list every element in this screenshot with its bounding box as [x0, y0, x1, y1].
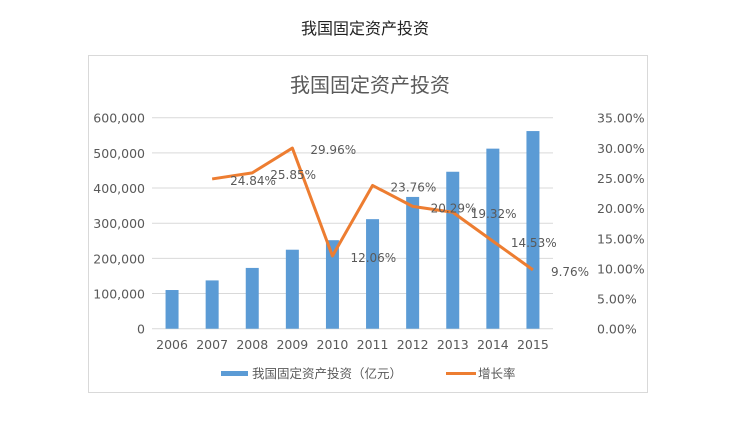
- bar: [366, 219, 380, 329]
- bar: [325, 240, 339, 329]
- right-axis-tick-label: 35.00%: [597, 111, 645, 126]
- right-axis-tick-label: 25.00%: [597, 171, 645, 186]
- left-axis-tick-label: 400,000: [93, 181, 145, 196]
- legend-swatch-bar: [221, 371, 248, 376]
- x-axis-tick-label: 2012: [397, 337, 429, 352]
- left-axis-tick-label: 200,000: [93, 251, 145, 266]
- data-label: 24.84%: [230, 174, 276, 188]
- right-axis-tick-label: 30.00%: [597, 141, 645, 156]
- left-axis-tick-label: 300,000: [93, 216, 145, 231]
- data-label: 12.06%: [350, 251, 396, 265]
- bar: [245, 267, 259, 329]
- left-axis-tick-label: 100,000: [93, 287, 145, 302]
- right-axis-tick-label: 15.00%: [597, 231, 645, 246]
- x-axis-tick-label: 2009: [276, 337, 308, 352]
- bar: [526, 131, 540, 329]
- chart-container: [88, 55, 648, 393]
- legend-label-growth-rate: 增长率: [478, 366, 516, 381]
- bar: [205, 280, 219, 329]
- right-axis-tick-label: 0.00%: [597, 322, 637, 337]
- bar: [165, 290, 179, 329]
- left-axis-tick-label: 600,000: [93, 111, 145, 126]
- x-axis-tick-label: 2013: [437, 337, 469, 352]
- bar: [446, 171, 460, 329]
- x-axis-tick-label: 2007: [196, 337, 228, 352]
- bar: [406, 196, 420, 329]
- x-axis-tick-label: 2010: [317, 337, 349, 352]
- data-label: 14.53%: [511, 236, 557, 250]
- chart-title: 我国固定资产投资: [290, 73, 450, 97]
- data-label: 20.29%: [431, 201, 477, 215]
- left-axis-tick-label: 0: [137, 322, 145, 337]
- right-axis-tick-label: 10.00%: [597, 261, 645, 276]
- legend-label-investment: 我国固定资产投资（亿元）: [252, 366, 402, 381]
- x-axis-tick-label: 2011: [357, 337, 389, 352]
- x-axis-tick-label: 2006: [156, 337, 188, 352]
- bar: [285, 249, 299, 329]
- right-axis-tick-label: 5.00%: [597, 292, 637, 307]
- bar: [486, 148, 500, 329]
- page-title: 我国固定资产投资: [300, 19, 429, 38]
- x-axis-tick-label: 2014: [477, 337, 509, 352]
- data-label: 25.85%: [270, 168, 316, 182]
- data-label: 9.76%: [551, 265, 589, 279]
- right-axis-tick-label: 20.00%: [597, 201, 645, 216]
- x-axis-tick-label: 2015: [517, 337, 549, 352]
- data-label: 23.76%: [391, 180, 437, 194]
- x-axis-tick-label: 2008: [236, 337, 268, 352]
- left-axis-tick-label: 500,000: [93, 146, 145, 161]
- data-label: 29.96%: [310, 143, 356, 157]
- data-label: 19.32%: [471, 207, 517, 221]
